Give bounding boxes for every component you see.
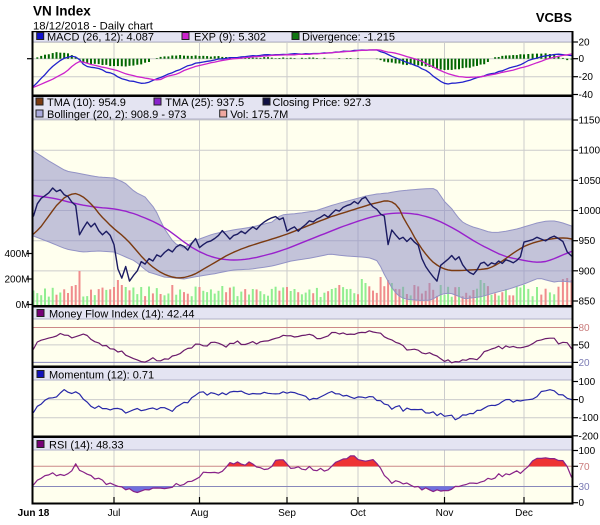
svg-text:Bollinger (20, 2): 908.9 - 973: Bollinger (20, 2): 908.9 - 973 <box>47 109 186 121</box>
svg-text:18/12/2018 - Daily chart: 18/12/2018 - Daily chart <box>33 21 154 33</box>
svg-text:0: 0 <box>579 54 585 65</box>
svg-text:RSI (14): 48.33: RSI (14): 48.33 <box>49 440 124 452</box>
svg-text:0: 0 <box>579 498 585 509</box>
svg-text:TMA (10): 954.9: TMA (10): 954.9 <box>47 97 126 109</box>
svg-text:400M: 400M <box>4 249 29 260</box>
svg-text:100: 100 <box>579 446 596 457</box>
svg-text:Divergence: -1.215: Divergence: -1.215 <box>302 32 395 44</box>
svg-text:1150: 1150 <box>579 116 600 127</box>
svg-text:TMA (25): 937.5: TMA (25): 937.5 <box>165 97 244 109</box>
svg-text:80: 80 <box>579 323 591 334</box>
svg-text:200M: 200M <box>4 275 29 286</box>
svg-text:1000: 1000 <box>579 206 600 217</box>
svg-text:900: 900 <box>579 266 596 277</box>
svg-text:-20: -20 <box>579 72 594 83</box>
svg-text:VN Index: VN Index <box>33 4 91 19</box>
svg-text:850: 850 <box>579 297 596 308</box>
svg-text:70: 70 <box>579 462 591 473</box>
svg-text:Oct: Oct <box>350 508 366 519</box>
svg-text:1100: 1100 <box>579 146 600 157</box>
svg-text:20: 20 <box>579 38 591 49</box>
svg-text:1050: 1050 <box>579 176 600 187</box>
svg-text:0: 0 <box>579 395 585 406</box>
svg-text:20: 20 <box>579 358 591 369</box>
svg-text:VCBS: VCBS <box>536 10 572 25</box>
svg-text:Closing Price: 927.3: Closing Price: 927.3 <box>273 97 371 109</box>
svg-text:Momentum (12): 0.71: Momentum (12): 0.71 <box>49 370 154 382</box>
svg-text:Nov: Nov <box>436 508 454 519</box>
svg-text:Money Flow Index (14): 42.44: Money Flow Index (14): 42.44 <box>49 309 195 321</box>
svg-text:-200: -200 <box>579 431 599 442</box>
svg-text:950: 950 <box>579 236 596 247</box>
svg-text:-100: -100 <box>579 413 599 424</box>
svg-text:Vol: 175.7M: Vol: 175.7M <box>230 109 288 121</box>
svg-text:100: 100 <box>579 377 596 388</box>
svg-text:30: 30 <box>579 482 591 493</box>
svg-text:Sep: Sep <box>278 508 296 519</box>
svg-text:50: 50 <box>579 340 591 351</box>
svg-text:Jul: Jul <box>108 508 121 519</box>
svg-text:0M: 0M <box>16 300 30 311</box>
svg-text:-40: -40 <box>579 90 594 101</box>
svg-text:MACD (26, 12): 4.087: MACD (26, 12): 4.087 <box>47 32 154 44</box>
svg-text:EXP (9): 5.302: EXP (9): 5.302 <box>194 32 266 44</box>
svg-text:Jun 18: Jun 18 <box>18 508 50 519</box>
svg-text:Dec: Dec <box>515 508 533 519</box>
svg-text:Aug: Aug <box>191 508 209 519</box>
